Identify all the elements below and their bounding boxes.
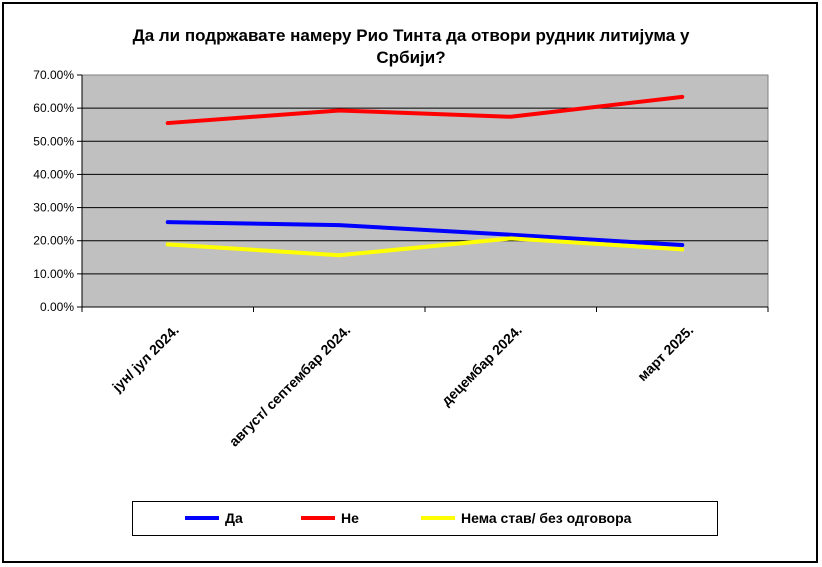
- chart-legend: Да Не Нема став/ без одговора: [132, 501, 718, 536]
- x-tick-label: август/ септембар 2024.: [226, 322, 354, 450]
- y-tick-label: 10.00%: [33, 267, 74, 281]
- y-tick-label: 60.00%: [33, 101, 74, 115]
- chart-title-line-2: Србији?: [376, 48, 446, 67]
- legend-item-nema-stav: Нема став/ без одговора: [421, 510, 631, 526]
- y-tick-label: 50.00%: [33, 134, 74, 148]
- y-tick-label: 70.00%: [33, 68, 74, 82]
- legend-item-ne: Не: [301, 510, 359, 526]
- legend-label-nema-stav: Нема став/ без одговора: [461, 510, 632, 526]
- legend-swatch-nema-stav: [421, 516, 455, 520]
- plot-area: [81, 74, 769, 308]
- series-line: [165, 94, 685, 126]
- y-tick-label: 20.00%: [33, 234, 74, 248]
- legend-item-da: Да: [185, 510, 243, 526]
- series-line: [165, 220, 685, 248]
- chart-title-line-1: Да ли подржавате намеру Рио Тинта да отв…: [132, 26, 690, 45]
- x-tick-label: јун/ јул 2024.: [108, 322, 182, 396]
- legend-swatch-da: [185, 516, 219, 520]
- y-tick-label: 30.00%: [33, 201, 74, 215]
- series-line: [165, 236, 685, 258]
- x-tick-label: март 2025.: [634, 322, 696, 384]
- legend-swatch-ne: [301, 516, 335, 520]
- legend-label-da: Да: [225, 510, 243, 526]
- y-tick-label: 40.00%: [33, 167, 74, 181]
- x-tick-label: децембар 2024.: [438, 322, 525, 409]
- legend-label-ne: Не: [341, 510, 359, 526]
- y-tick-label: 0.00%: [40, 300, 74, 314]
